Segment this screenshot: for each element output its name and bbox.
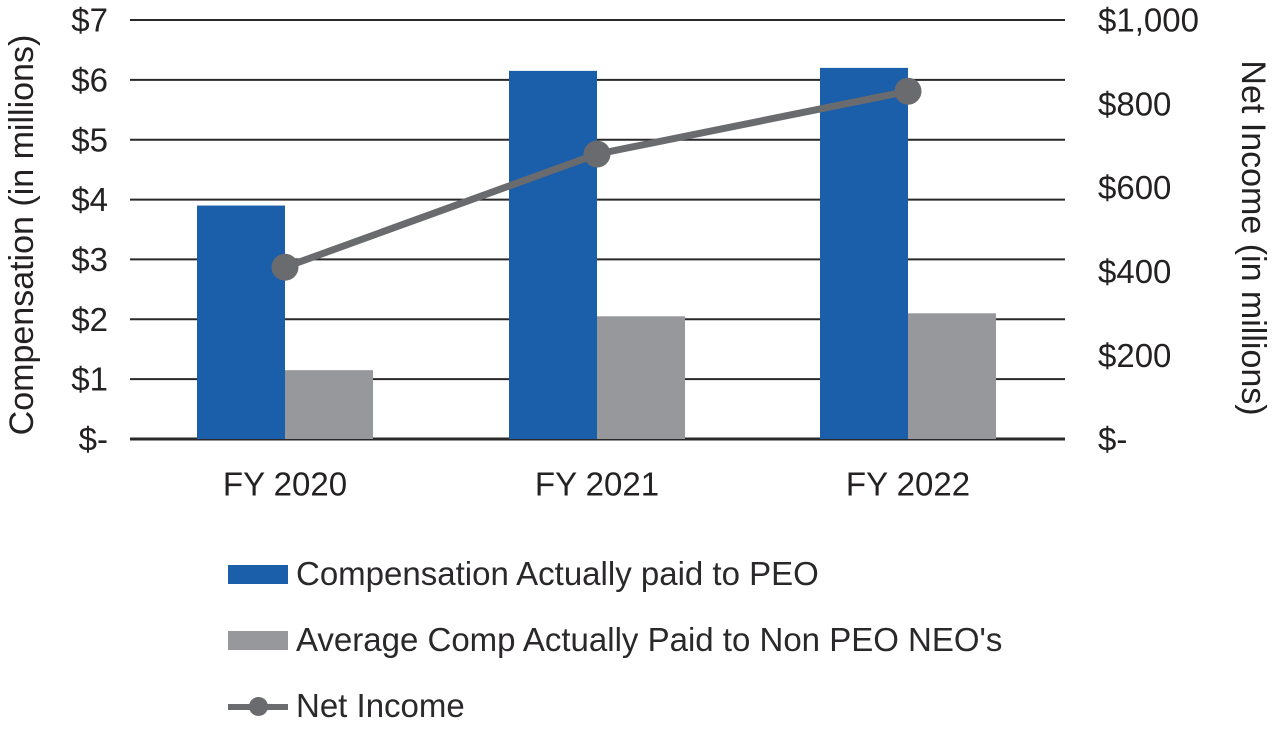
x-axis-category-label: FY 2021 [535,466,659,503]
bar-peo-comp-fy-2022 [820,67,908,439]
left-axis-tick-label: $2 [71,301,108,338]
left-axis-tick-label: $6 [71,61,108,98]
left-axis-tick-label: $- [79,421,108,458]
legend-item-non-peo-compensation: Average Comp Actually Paid to Non PEO NE… [228,618,1002,662]
left-axis-tick-label: $7 [71,2,108,39]
right-axis-tick-label: $600 [1098,169,1171,206]
bar-non-peo-comp-fy-2022 [908,313,996,439]
right-axis-tick-label: $- [1098,421,1127,458]
net-income-line-swatch-icon [228,696,288,716]
x-axis-category-label: FY 2020 [223,466,347,503]
legend-label-net-income: Net Income [296,687,465,724]
bar-non-peo-comp-fy-2020 [285,370,373,439]
right-axis-tick-label: $200 [1098,337,1171,374]
legend-label-non-peo-compensation: Average Comp Actually Paid to Non PEO NE… [296,621,1003,658]
peo-compensation-swatch-icon [228,564,288,584]
net-income-point-fy-2021 [583,140,611,168]
left-axis-tick-label: $3 [71,241,108,278]
bar-peo-comp-fy-2021 [509,70,597,439]
left-axis-tick-label: $5 [71,121,108,158]
right-axis-tick-label: $800 [1098,85,1171,122]
right-axis-tick-label: $400 [1098,253,1171,290]
left-axis-title: Compensation (in millions) [3,34,41,436]
right-axis-tick-label: $1,000 [1098,2,1199,39]
right-axis-title: Net Income (in millions) [1234,60,1272,416]
bar-non-peo-comp-fy-2021 [597,316,685,439]
non-peo-compensation-swatch-icon [228,630,288,650]
legend-item-peo-compensation: Compensation Actually paid to PEO [228,552,1002,596]
net-income-point-fy-2022 [894,77,922,105]
left-axis-tick-label: $1 [71,361,108,398]
left-axis-tick-label: $4 [71,181,108,218]
net-income-dot-icon [249,696,268,716]
bar-peo-comp-fy-2020 [197,205,285,439]
chart-legend: Compensation Actually paid to PEO Averag… [228,552,1002,736]
x-axis-category-label: FY 2022 [846,466,970,503]
net-income-point-fy-2020 [271,253,299,281]
legend-label-peo-compensation: Compensation Actually paid to PEO [296,555,819,592]
legend-item-net-income: Net Income [228,684,1002,728]
